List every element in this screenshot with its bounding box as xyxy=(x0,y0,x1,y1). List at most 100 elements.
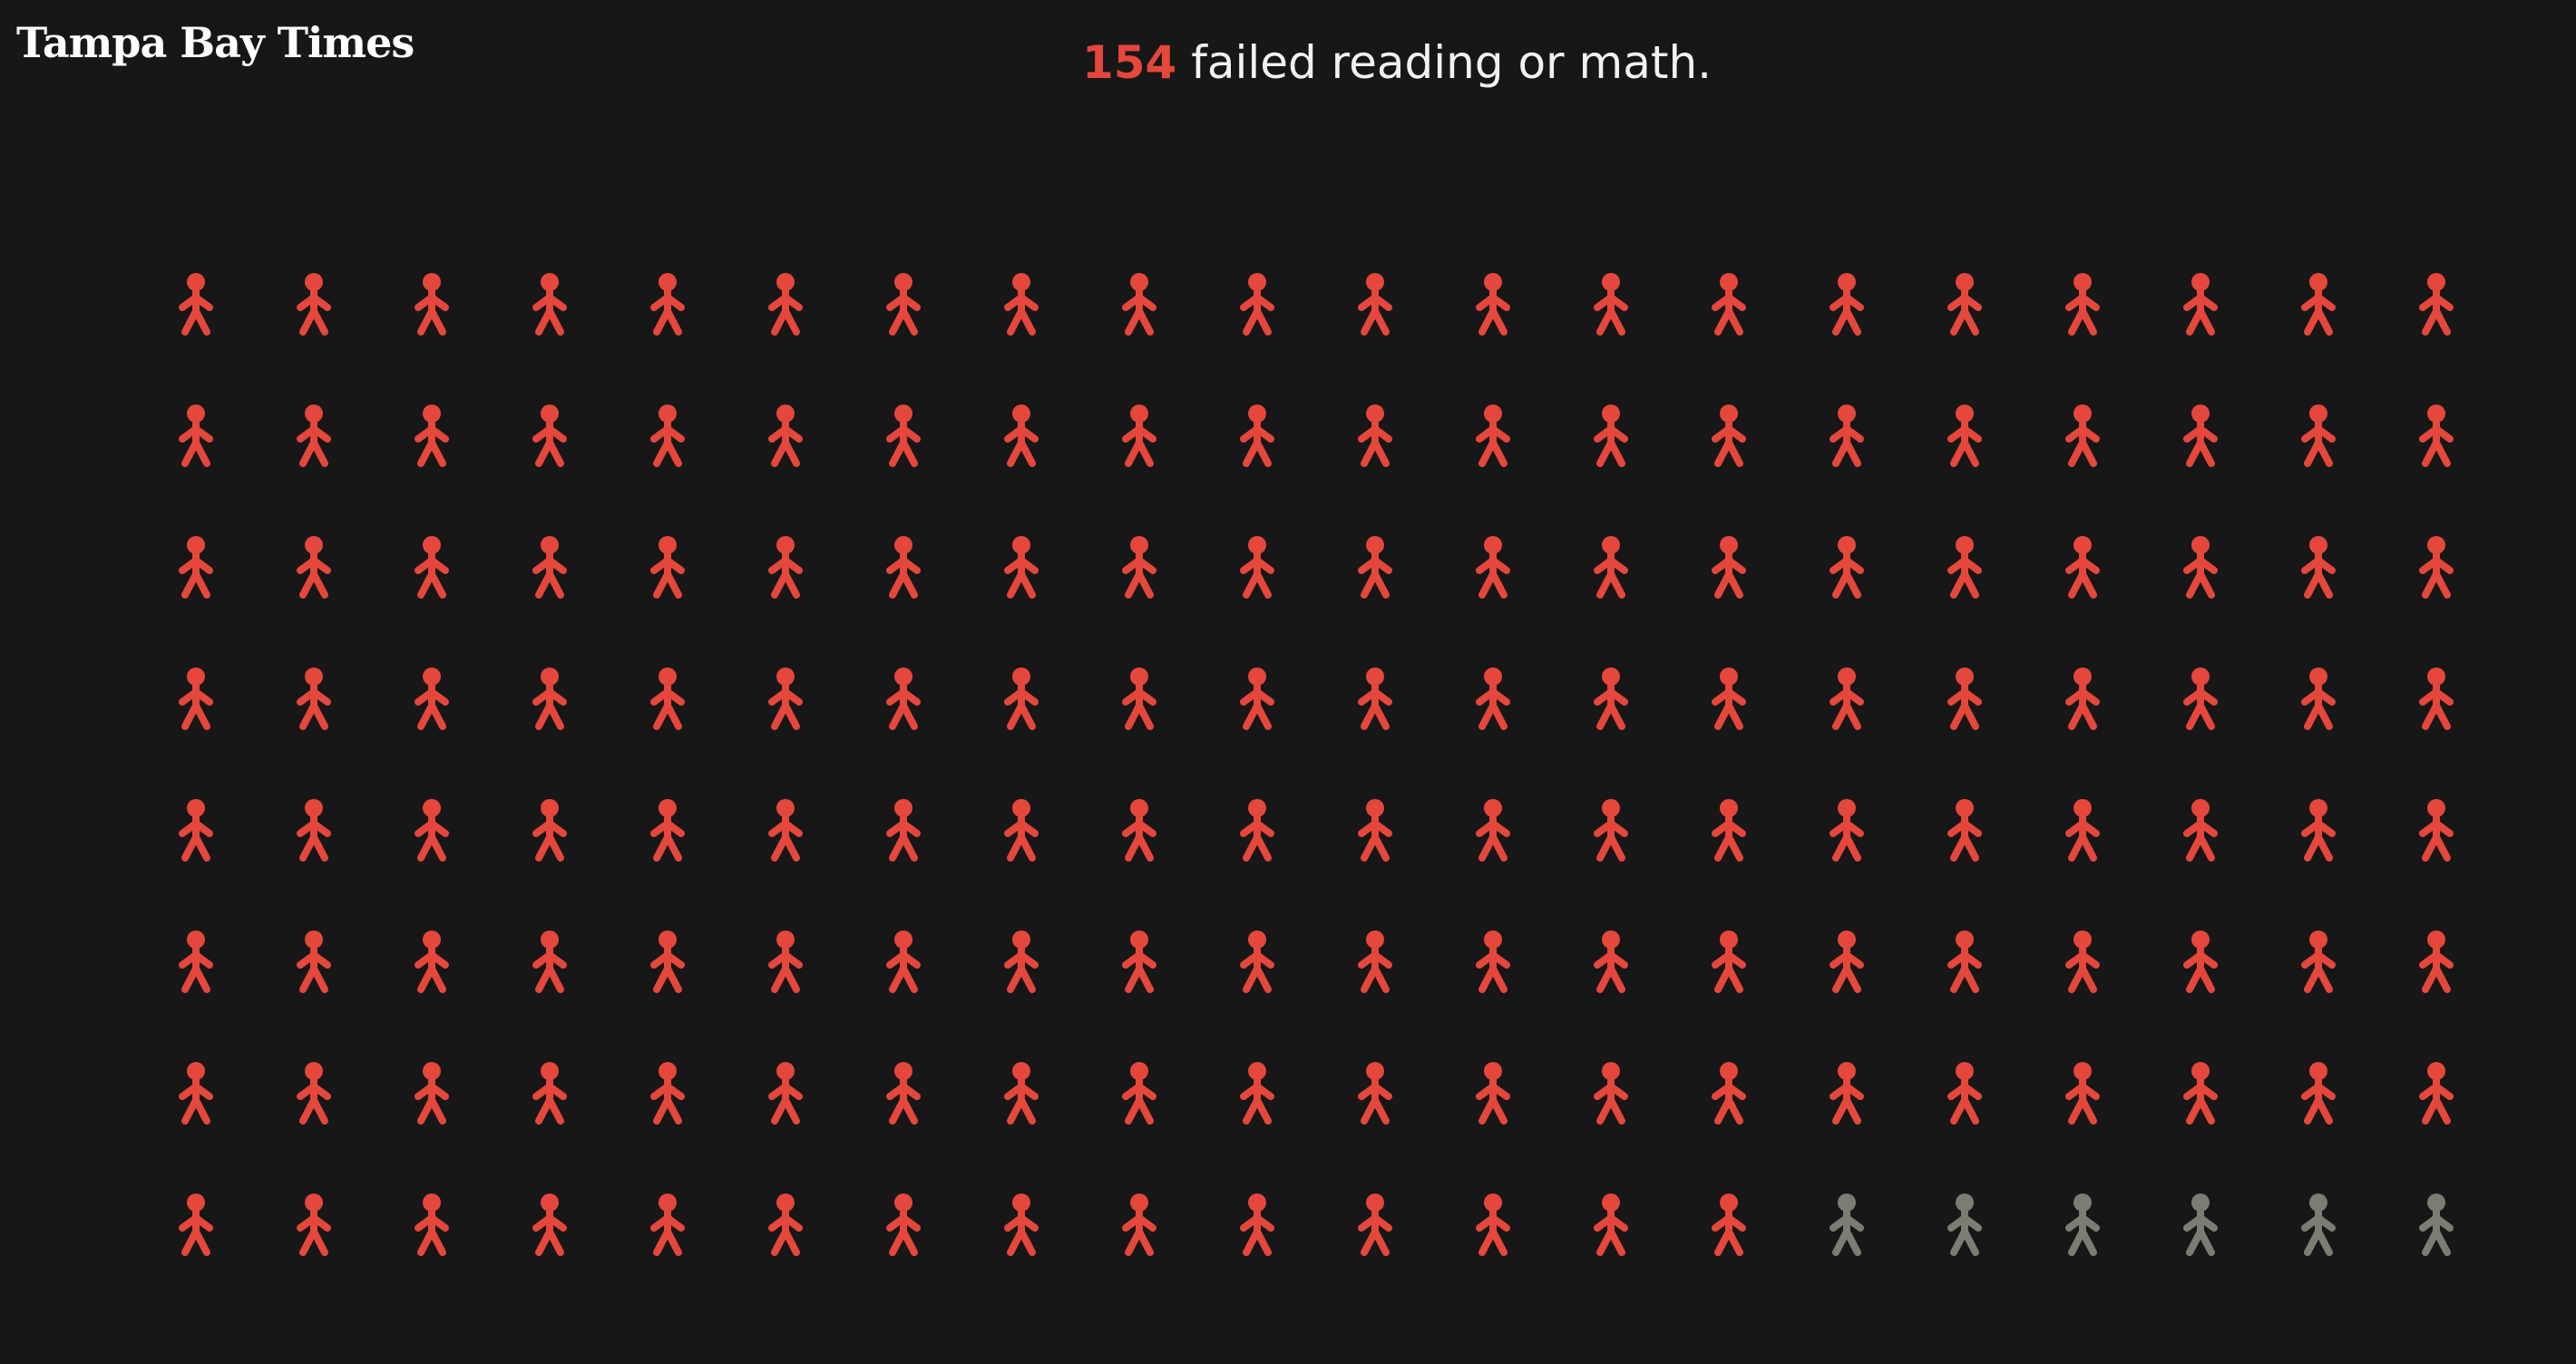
person-icon xyxy=(1594,404,1628,467)
person-icon xyxy=(1712,404,1746,467)
person-icon xyxy=(179,1062,213,1125)
person-icon xyxy=(886,667,921,730)
person-icon xyxy=(2419,1062,2454,1125)
person-icon xyxy=(532,930,567,993)
person-icon xyxy=(1122,799,1156,862)
person-icon xyxy=(1358,1062,1392,1125)
person-icon xyxy=(415,799,449,862)
person-icon xyxy=(2301,930,2336,993)
person-icon xyxy=(415,1062,449,1125)
person-icon xyxy=(650,667,685,730)
person-icon xyxy=(1004,404,1039,467)
person-icon xyxy=(1122,1062,1156,1125)
person-icon xyxy=(2065,799,2100,862)
person-icon xyxy=(1476,667,1510,730)
person-icon xyxy=(768,799,803,862)
person-icon xyxy=(1476,799,1510,862)
person-icon xyxy=(415,273,449,336)
person-icon xyxy=(650,1194,685,1256)
brand-logo[interactable]: Tampa Bay Times xyxy=(16,18,415,67)
person-icon xyxy=(1712,1062,1746,1125)
person-icon xyxy=(1594,930,1628,993)
person-icon xyxy=(886,799,921,862)
person-icon xyxy=(2065,536,2100,599)
person-icon xyxy=(768,404,803,467)
person-icon xyxy=(886,1062,921,1125)
person-icon xyxy=(650,404,685,467)
person-icon xyxy=(2419,536,2454,599)
person-icon xyxy=(1830,273,1864,336)
person-icon xyxy=(1240,404,1274,467)
person-icon xyxy=(1358,273,1392,336)
person-icon xyxy=(886,1194,921,1256)
person-icon xyxy=(768,1194,803,1256)
person-icon xyxy=(2301,404,2336,467)
person-icon xyxy=(1240,799,1274,862)
person-icon xyxy=(1358,1194,1392,1256)
person-icon xyxy=(1476,404,1510,467)
person-icon xyxy=(1004,930,1039,993)
person-icon xyxy=(2419,1194,2454,1256)
person-icon xyxy=(297,930,331,993)
person-icon xyxy=(2419,404,2454,467)
person-icon xyxy=(2183,536,2218,599)
person-icon xyxy=(1947,1062,1982,1125)
person-icon xyxy=(1476,1062,1510,1125)
person-icon xyxy=(1830,1062,1864,1125)
person-icon xyxy=(1240,536,1274,599)
person-icon xyxy=(650,1062,685,1125)
headline-text: failed reading or math. xyxy=(1191,36,1712,89)
person-icon xyxy=(1594,667,1628,730)
person-icon xyxy=(1947,536,1982,599)
person-icon xyxy=(1830,536,1864,599)
person-icon xyxy=(297,536,331,599)
person-icon xyxy=(2419,667,2454,730)
person-icon xyxy=(1122,273,1156,336)
person-icon xyxy=(1358,930,1392,993)
person-icon xyxy=(415,930,449,993)
person-icon xyxy=(2065,1194,2100,1256)
person-icon xyxy=(1476,1194,1510,1256)
person-icon xyxy=(532,1194,567,1256)
person-icon xyxy=(1358,404,1392,467)
person-icon xyxy=(1830,1194,1864,1256)
person-icon xyxy=(179,930,213,993)
person-icon xyxy=(886,273,921,336)
person-icon xyxy=(2183,1062,2218,1125)
headline-count: 154 xyxy=(1081,36,1177,89)
person-icon xyxy=(1947,1194,1982,1256)
person-icon xyxy=(2183,799,2218,862)
person-icon xyxy=(415,1194,449,1256)
person-icon xyxy=(2065,667,2100,730)
person-icon xyxy=(2183,667,2218,730)
person-icon xyxy=(1830,667,1864,730)
person-icon xyxy=(2065,930,2100,993)
person-icon xyxy=(1122,930,1156,993)
person-icon xyxy=(1004,1062,1039,1125)
person-icon xyxy=(2065,404,2100,467)
person-icon xyxy=(179,1194,213,1256)
person-icon xyxy=(768,930,803,993)
person-icon xyxy=(1122,404,1156,467)
person-icon xyxy=(1947,404,1982,467)
person-icon xyxy=(1712,799,1746,862)
person-icon xyxy=(2183,273,2218,336)
person-icon xyxy=(1358,799,1392,862)
person-icon xyxy=(768,536,803,599)
person-icon xyxy=(1240,1194,1274,1256)
person-icon xyxy=(1712,536,1746,599)
person-icon xyxy=(532,404,567,467)
person-icon xyxy=(1240,667,1274,730)
person-icon xyxy=(1476,930,1510,993)
person-icon xyxy=(1712,930,1746,993)
person-icon xyxy=(1594,536,1628,599)
person-icon xyxy=(297,404,331,467)
person-icon xyxy=(2301,799,2336,862)
person-icon xyxy=(1358,667,1392,730)
person-icon xyxy=(1947,799,1982,862)
person-icon xyxy=(179,273,213,336)
chart-headline: 154 failed reading or math. xyxy=(0,36,2576,89)
person-icon xyxy=(179,799,213,862)
